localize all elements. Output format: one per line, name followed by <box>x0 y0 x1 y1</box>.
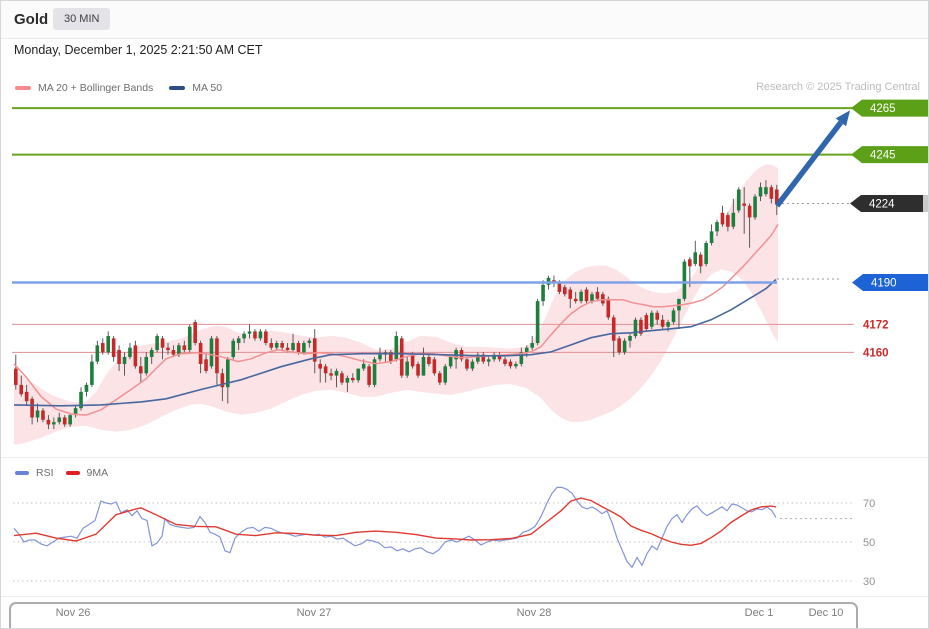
legend-ma20-label: MA 20 + Bollinger Bands <box>38 82 154 94</box>
legend-ma50-label: MA 50 <box>192 82 223 94</box>
legend-rsi-label: RSI <box>36 467 54 479</box>
svg-text:4245: 4245 <box>870 150 896 162</box>
symbol-title: Gold <box>14 11 49 28</box>
x-tick-nov27: Nov 27 <box>296 607 332 619</box>
axis-divider <box>1 596 928 597</box>
svg-text:4160: 4160 <box>863 347 889 359</box>
svg-text:4265: 4265 <box>870 103 896 115</box>
nine-ma-legend-swatch <box>65 471 80 475</box>
price-legend: MA 20 + Bollinger Bands MA 50 <box>15 82 222 94</box>
x-tick-nov26: Nov 26 <box>55 607 91 619</box>
price-chart-canvas[interactable]: 4265 4245 4224 4190 4172 4160 <box>1 96 929 457</box>
svg-text:4190: 4190 <box>871 278 897 290</box>
svg-text:4172: 4172 <box>863 319 889 331</box>
legend-9ma-label: 9MA <box>86 467 109 479</box>
x-tick-dec10: Dec 10 <box>808 607 844 619</box>
svg-text:50: 50 <box>863 537 875 549</box>
ma20-legend-swatch <box>15 86 31 90</box>
chart-header: Gold 30 MIN <box>1 1 928 39</box>
rsi-chart-canvas[interactable]: 70 50 30 <box>1 457 929 597</box>
panel-divider <box>1 457 928 458</box>
time-range-selector[interactable] <box>9 602 858 628</box>
legend-ma20-bollinger: MA 20 + Bollinger Bands <box>15 82 153 94</box>
time-axis: Nov 26 Nov 27 Nov 28 Dec 1 Dec 10 <box>1 597 928 628</box>
x-tick-dec1: Dec 1 <box>744 607 774 619</box>
svg-text:70: 70 <box>863 498 875 510</box>
rsi-legend: RSI 9MA <box>15 467 108 479</box>
ma50-legend-swatch <box>169 86 186 90</box>
rsi-legend-swatch <box>15 471 29 475</box>
research-watermark: Research © 2025 Trading Central <box>755 81 920 93</box>
x-tick-nov28: Nov 28 <box>516 607 552 619</box>
chart-datetime: Monday, December 1, 2025 2:21:50 AM CET <box>14 43 263 57</box>
legend-rsi-item: RSI <box>15 467 54 479</box>
legend-9ma-item: 9MA <box>65 467 109 479</box>
svg-text:30: 30 <box>863 576 875 588</box>
svg-text:4224: 4224 <box>869 198 895 210</box>
timeframe-badge[interactable]: 30 MIN <box>53 8 111 30</box>
legend-ma50: MA 50 <box>169 82 222 94</box>
